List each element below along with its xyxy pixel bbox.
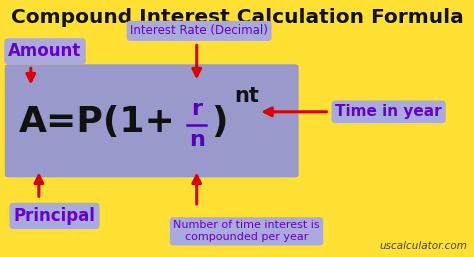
Text: Time in year: Time in year	[336, 104, 442, 119]
Text: Amount: Amount	[9, 42, 82, 60]
Text: Number of time interest is
compounded per year: Number of time interest is compounded pe…	[173, 221, 320, 242]
Text: ): )	[211, 105, 228, 139]
Text: Principal: Principal	[14, 207, 95, 225]
Text: A=P(1+: A=P(1+	[19, 105, 176, 139]
Text: n: n	[189, 130, 205, 150]
Text: r: r	[191, 99, 202, 119]
FancyBboxPatch shape	[5, 64, 299, 177]
Text: Interest Rate (Decimal): Interest Rate (Decimal)	[130, 24, 268, 37]
Text: uscalculator.com: uscalculator.com	[379, 241, 467, 251]
Text: Compound Interest Calculation Formula: Compound Interest Calculation Formula	[10, 8, 464, 27]
Text: nt: nt	[235, 86, 259, 106]
